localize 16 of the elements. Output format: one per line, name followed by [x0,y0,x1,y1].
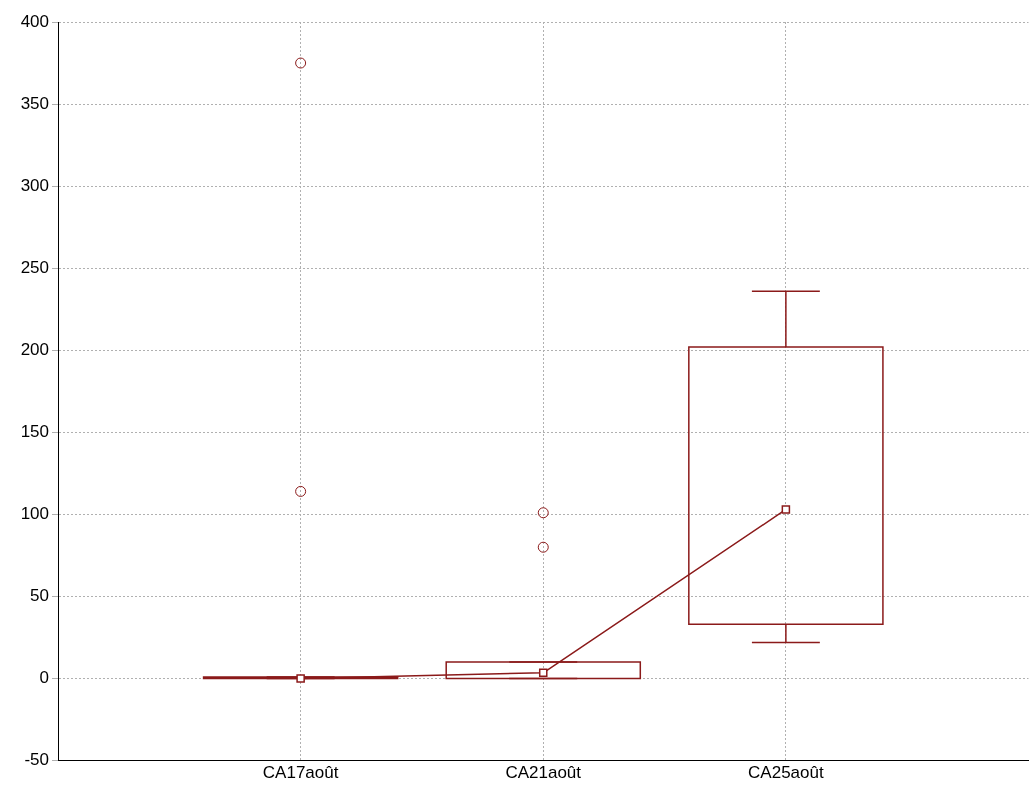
x-tick-label: CA21août [505,763,582,783]
y-tick-label: 100 [20,504,49,524]
point [781,505,791,514]
x-tick-label: CA25août [748,763,824,783]
y-tick-label: 300 [20,175,49,195]
x-tick-label: CA17août [262,763,339,783]
y-tick-label: 150 [20,422,49,442]
y-tick-label: 400 [20,11,49,31]
y-tick-label: 350 [20,93,49,113]
y-tick-label: 250 [20,257,49,277]
y-tick-label: 200 [20,339,49,359]
y-tick-label: 50 [30,586,49,606]
y-tick-label: -50 [24,750,49,770]
point [296,674,305,683]
y-tick-label: 0 [39,668,49,688]
point [538,668,548,678]
